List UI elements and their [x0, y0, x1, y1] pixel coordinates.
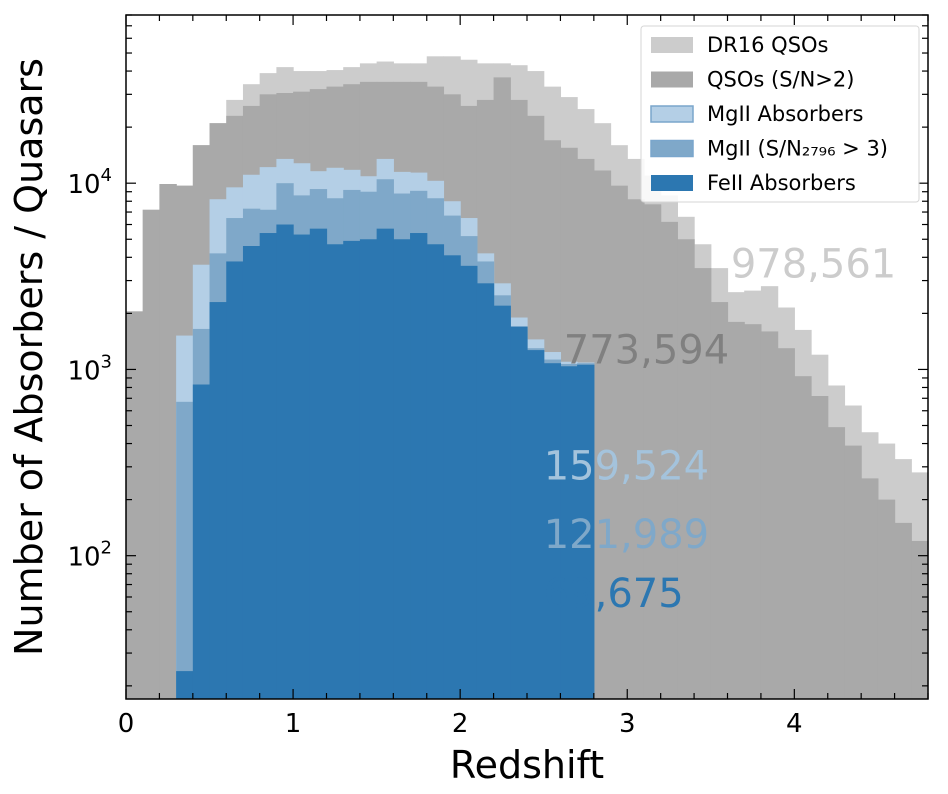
bar — [176, 401, 194, 699]
bar — [126, 311, 144, 699]
histogram-bars — [126, 56, 929, 700]
x-tick-label: 2 — [452, 709, 469, 739]
bar — [861, 478, 879, 699]
legend-label: FeII Absorbers — [707, 171, 856, 195]
bar — [777, 348, 795, 699]
count-annotation: 121,989 — [544, 512, 709, 558]
bar — [142, 209, 161, 699]
legend-label: QSOs (S/N>2) — [707, 68, 854, 92]
y-axis-title: Number of Absorbers / Quasars — [7, 58, 51, 656]
x-tick-label: 1 — [285, 709, 302, 739]
bar — [543, 363, 562, 699]
bar — [844, 445, 862, 699]
bar — [259, 233, 277, 699]
y-tick-label: 104 — [67, 165, 112, 200]
bar — [276, 224, 294, 699]
bar — [677, 239, 695, 699]
bar — [293, 234, 311, 700]
bar — [760, 331, 779, 699]
legend: DR16 QSOs QSOs (S/N>2) MgII Absorbers MgII … — [640, 25, 920, 203]
bar — [343, 240, 361, 699]
legend-label: DR16 QSOs — [707, 33, 829, 57]
legend-swatch — [651, 37, 693, 53]
bar — [811, 396, 829, 699]
legend-label: MgII Absorbers — [707, 102, 863, 126]
bar — [460, 265, 478, 699]
bar — [309, 228, 328, 699]
bar — [577, 364, 595, 699]
legend-swatch — [650, 139, 694, 158]
series-5 — [176, 224, 595, 700]
bar — [493, 305, 511, 699]
bar — [376, 228, 394, 699]
bar — [610, 185, 628, 699]
bar — [476, 283, 495, 699]
bar — [877, 499, 896, 699]
legend-swatch — [650, 105, 694, 123]
bar — [694, 268, 712, 699]
bar — [911, 540, 929, 699]
bar — [827, 427, 846, 699]
bar — [510, 326, 528, 699]
bar — [159, 184, 177, 699]
x-tick-label: 4 — [786, 709, 803, 739]
legend-box — [640, 25, 920, 203]
bar — [627, 199, 645, 700]
plot-frame — [125, 14, 929, 700]
bar — [192, 384, 211, 699]
bar — [643, 204, 662, 699]
count-annotation: 773,594 — [564, 327, 729, 373]
bar — [226, 261, 244, 699]
bar — [359, 239, 378, 699]
y-tick-label: 103 — [67, 351, 112, 386]
bar — [527, 350, 545, 699]
bar — [744, 324, 762, 699]
x-tick-label: 3 — [619, 709, 636, 739]
axis-ticks — [125, 14, 929, 699]
legend-swatch — [651, 71, 693, 88]
bar — [393, 239, 411, 699]
bar — [727, 321, 745, 699]
bar — [710, 302, 729, 699]
y-tick-label: 102 — [67, 538, 112, 573]
count-annotation: 978,561 — [731, 242, 896, 288]
bar — [660, 221, 678, 700]
bar — [593, 170, 612, 700]
bar — [209, 302, 227, 699]
x-tick-label: 0 — [118, 709, 135, 739]
bar — [894, 522, 912, 699]
bar — [426, 244, 445, 699]
count-annotation: 69,675 — [544, 571, 684, 617]
legend-label: MgII (S/N₂₇₉₆ > 3) — [707, 137, 888, 161]
count-annotation: 159,524 — [544, 443, 709, 489]
legend-swatch — [651, 175, 693, 191]
bar — [242, 246, 261, 699]
x-axis-title: Redshift — [450, 743, 604, 787]
bar — [326, 244, 344, 699]
bar — [560, 366, 578, 699]
bar — [176, 671, 194, 699]
tick-labels: 0 1 2 3 4 102 103 104 — [67, 165, 802, 739]
bar — [443, 255, 461, 699]
bar — [794, 376, 812, 699]
bar — [410, 233, 428, 699]
